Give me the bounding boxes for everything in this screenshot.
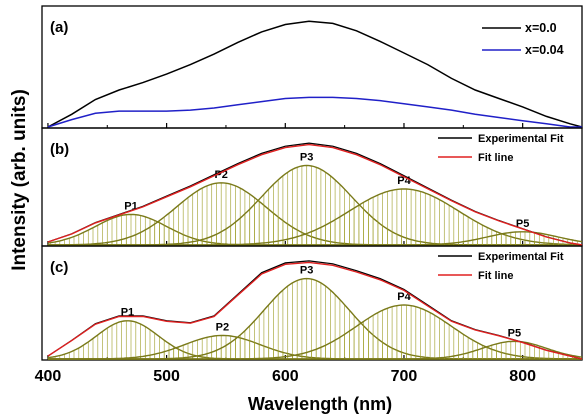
panel-1: (a) x=0.0 x=0.04 (41, 5, 583, 129)
x-tick-label: 800 (509, 368, 536, 385)
legend-entry: Fit line (478, 152, 513, 164)
series-line-x004 (47, 96, 582, 128)
panel-label: (c) (50, 259, 68, 276)
legend: x=0.0 x=0.04 (482, 21, 564, 57)
fit-line (47, 261, 583, 360)
peak-outline (47, 188, 582, 246)
peak-p1: P1 (47, 307, 582, 360)
legend-entry: Experimental Fit (478, 133, 564, 145)
panel-frame (41, 127, 583, 247)
legend: Experimental Fit Fit line (438, 251, 564, 282)
peak-p3: P3 (47, 152, 582, 246)
peak-label: P5 (508, 327, 521, 339)
panel-label: (a) (50, 19, 68, 36)
panel-frame (41, 245, 583, 361)
legend-entry: Experimental Fit (478, 251, 564, 263)
peak-outline (47, 340, 583, 360)
legend: Experimental Fit Fit line (438, 133, 564, 164)
x-tick-label: 700 (391, 368, 418, 385)
peak-label: P3 (300, 152, 313, 164)
series-line-x00 (47, 20, 583, 128)
peak-label: P2 (214, 169, 227, 181)
x-tick-label: 400 (35, 368, 62, 385)
peak-p5: P5 (47, 218, 583, 246)
legend-entry: Fit line (478, 270, 513, 282)
peak-outline (47, 334, 582, 360)
peak-label: P3 (300, 265, 313, 277)
panel-label: (b) (50, 141, 69, 158)
peak-label: P4 (397, 291, 411, 303)
x-tick-label: 500 (153, 368, 180, 385)
panel-frame (41, 5, 583, 129)
peak-p2: P2 (47, 321, 582, 360)
panels: (a) x=0.0x=0.04P1P2P3P4P5(b)Experimental … (41, 5, 583, 361)
peak-label: P2 (216, 321, 229, 333)
x-tick-labels: 400 500 600 700 800 (35, 368, 537, 385)
peak-p5: P5 (47, 327, 583, 360)
x-axis-label: Wavelength (nm) (248, 394, 392, 414)
peak-label: P5 (516, 218, 529, 230)
peak-outline (47, 231, 583, 246)
peak-p4: P4 (47, 291, 583, 360)
peak-outline (47, 277, 582, 360)
fit-line (47, 143, 583, 246)
legend-entry: x=0.0 (525, 21, 557, 35)
y-axis-label: Intensity (arb. units) (9, 89, 30, 271)
x-tick-label: 600 (272, 368, 299, 385)
legend-entry: x=0.04 (525, 43, 564, 57)
